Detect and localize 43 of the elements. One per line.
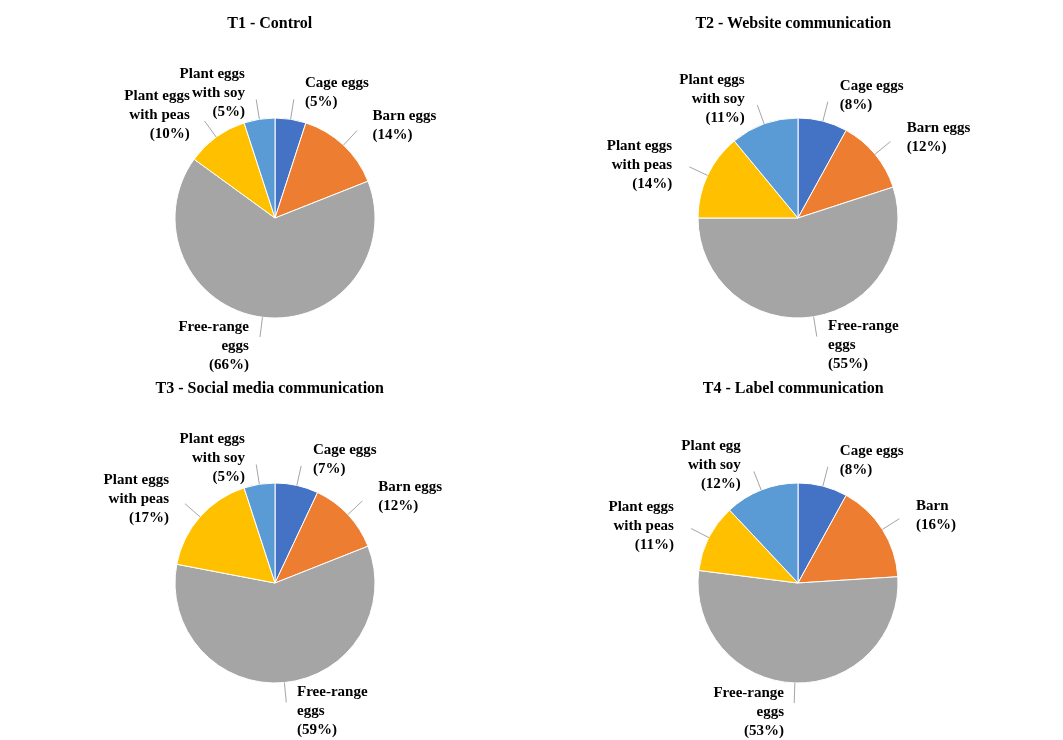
chart-title: T3 - Social media communication (154, 379, 385, 398)
slice-label: Cage eggs (304, 74, 369, 91)
slice-label: Free-range eggs (178, 317, 250, 353)
slice-label: Plant eggs with soy (179, 429, 246, 465)
slice-label: Plant eggs with peas (124, 87, 190, 123)
slice-label: Cage eggs (840, 441, 904, 458)
data-label: (11%) (635, 535, 675, 553)
slice-label: Barn eggs (372, 107, 437, 124)
data-label: (53%) (744, 721, 785, 739)
slice-label: Barn eggs (378, 477, 442, 494)
data-label: (14%) (372, 126, 413, 144)
chart-title: T1 - Control (226, 14, 314, 33)
data-label: (12%) (701, 474, 742, 492)
slice-label: Barn (916, 496, 950, 513)
data-label: (17%) (128, 509, 169, 527)
slice-label: Free-range eggs (713, 683, 785, 719)
slice-label: Plant eggs with soy (679, 70, 746, 106)
data-label: (10%) (149, 125, 190, 143)
data-label: (5%) (212, 467, 245, 485)
chart-title: T2 - Website communication (694, 14, 893, 33)
slice-label: Plant eggs with peas (608, 497, 675, 533)
data-label: (5%) (212, 102, 245, 120)
data-label: (5%) (304, 93, 338, 111)
chart-title: T4 - Label communication (701, 379, 885, 398)
data-label: (8%) (840, 460, 873, 478)
slice-label: Cage eggs (312, 440, 377, 457)
slice-label: Plant eggs with peas (103, 471, 169, 507)
data-label: (8%) (840, 95, 873, 113)
slice-label: Free-range eggs (296, 683, 368, 719)
slice-label: Barn eggs (906, 118, 971, 135)
slice-label: Plant eggs with peas (607, 136, 673, 172)
data-label: (66%) (208, 355, 249, 373)
data-label: (11%) (705, 108, 745, 126)
data-label: (16%) (916, 515, 957, 533)
slice-label: Free-range eggs (828, 317, 900, 353)
data-label: (55%) (828, 355, 869, 373)
slice-label: Plant egg with soy (681, 436, 742, 472)
data-label: (12%) (906, 137, 947, 155)
data-label: (14%) (632, 174, 673, 192)
data-label: (12%) (378, 496, 419, 514)
slice-label: Cage eggs (840, 76, 904, 93)
data-label: (7%) (312, 459, 346, 477)
data-label: (59%) (296, 721, 337, 739)
